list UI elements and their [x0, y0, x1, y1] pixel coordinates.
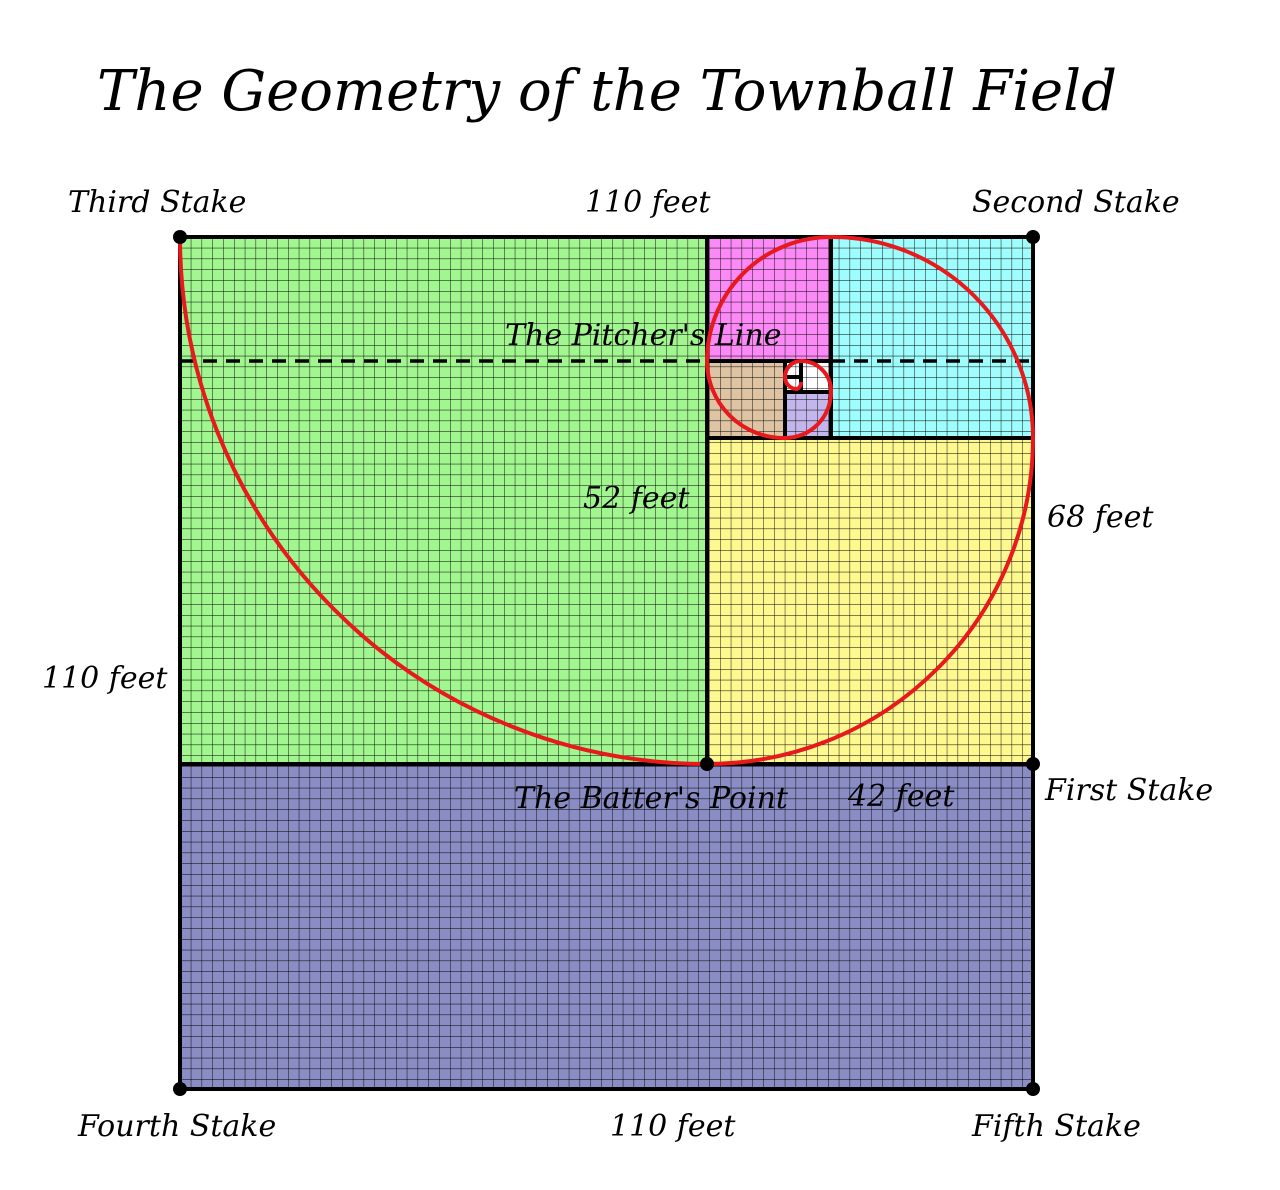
fifth-stake-point	[1026, 1082, 1040, 1096]
golden-spiral	[178, 234, 1036, 767]
fourth-stake-point	[173, 1082, 187, 1096]
inner-52-label: 52 feet	[583, 481, 690, 516]
fourth-stake-label: Fourth Stake	[77, 1109, 276, 1144]
left-side-label: 110 feet	[42, 661, 168, 696]
inner-42-label: 42 feet	[847, 779, 955, 814]
batters-point-label: The Batter's Point	[514, 781, 789, 816]
top-side-label: 110 feet	[585, 185, 711, 220]
right-upper-label: 68 feet	[1047, 500, 1154, 535]
bottom-side-label: 110 feet	[610, 1109, 736, 1144]
batters-point	[700, 757, 714, 771]
stake-points	[173, 230, 1040, 1096]
first-stake-label: First Stake	[1044, 773, 1213, 808]
second-stake-point	[1026, 230, 1040, 244]
diagram-title: The Geometry of the Townball Field	[97, 59, 1117, 124]
fifth-stake-label: Fifth Stake	[971, 1109, 1141, 1144]
second-stake-label: Second Stake	[972, 185, 1180, 220]
third-stake-label: Third Stake	[68, 185, 246, 220]
grid-overlay	[180, 237, 1033, 1089]
pitchers-line-label: The Pitcher's Line	[505, 318, 781, 353]
first-stake-point	[1026, 757, 1040, 771]
third-stake-point	[173, 230, 187, 244]
